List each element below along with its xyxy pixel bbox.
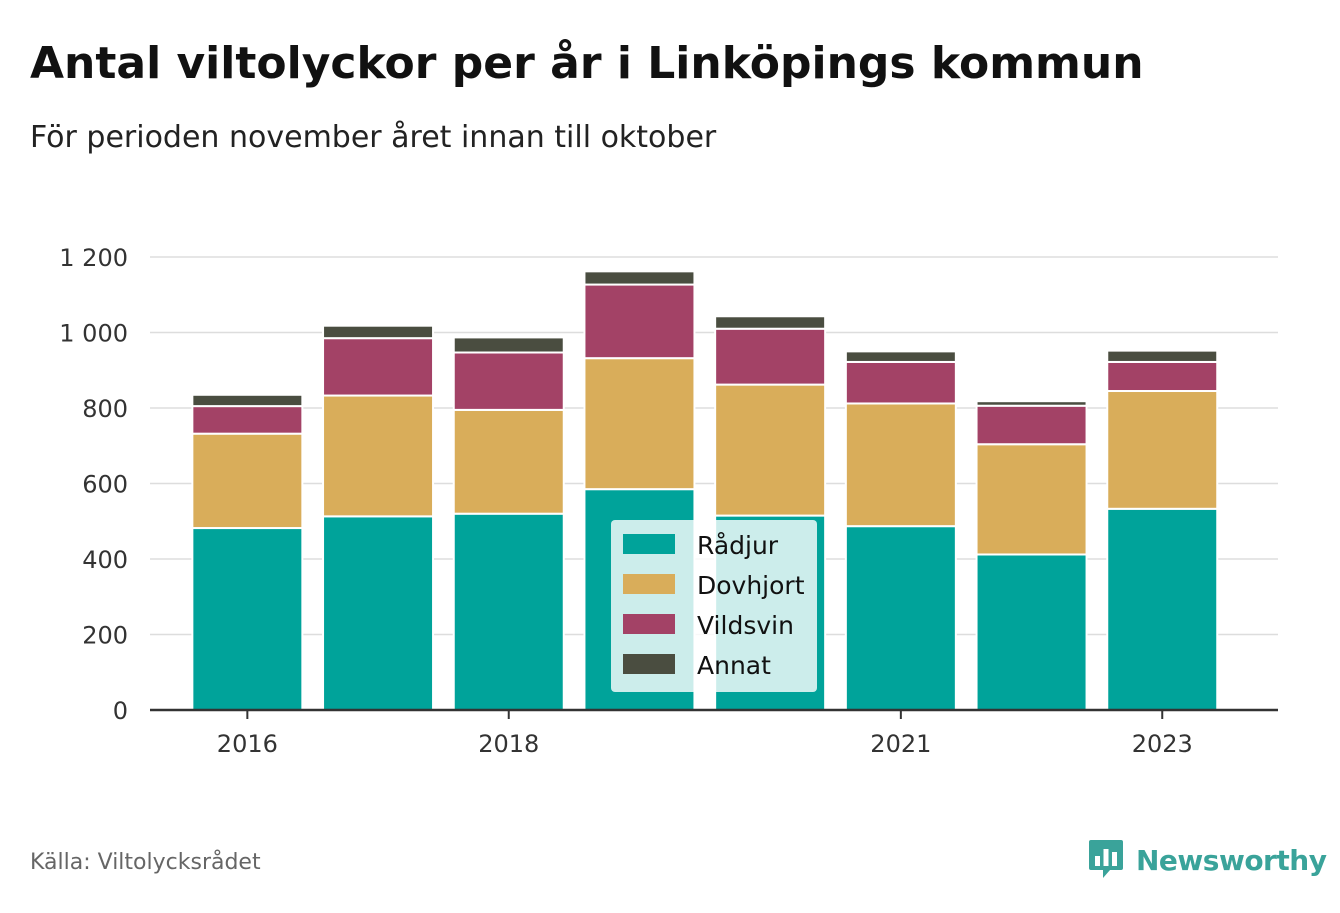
y-tick-label: 0 <box>113 697 128 725</box>
source-note: Källa: Viltolycksrådet <box>30 850 261 875</box>
bar-segment-vildsvin-2021 <box>844 360 957 405</box>
bar-segment-annat-2016 <box>191 393 304 408</box>
y-tick-label: 400 <box>82 546 128 574</box>
bar-segment-annat-2023 <box>1106 349 1219 363</box>
legend-box <box>611 520 817 692</box>
bar-segment-rådjur-2023 <box>1106 507 1219 712</box>
bar-segment-dovhjort-2021 <box>844 402 957 528</box>
x-axis-ticks: 2016 2018 2021 2023 <box>217 710 1193 758</box>
bar-segment-rådjur-2017 <box>322 515 435 712</box>
bar-segment-annat-2017 <box>322 324 435 340</box>
bar-segment-vildsvin-2017 <box>322 337 435 397</box>
y-tick-label: 1 200 <box>59 244 128 272</box>
bar-segment-rådjur-2016 <box>191 527 304 711</box>
brand-name: Newsworthy <box>1136 843 1327 877</box>
y-tick-label: 1 000 <box>59 320 128 348</box>
y-tick-label: 200 <box>82 622 128 650</box>
bar-segment-dovhjort-2023 <box>1106 390 1219 510</box>
bar-segment-dovhjort-2017 <box>322 394 435 518</box>
x-tick-label: 2021 <box>870 730 931 758</box>
bar-chart-speech-bubble-icon <box>1089 840 1123 878</box>
legend: Rådjur Dovhjort Vildsvin Annat <box>611 520 817 692</box>
bar-segment-annat-2022 <box>975 400 1088 407</box>
legend-label-annat: Annat <box>697 651 771 680</box>
bar-segment-dovhjort-2018 <box>452 408 565 515</box>
bar-segment-dovhjort-2022 <box>975 443 1088 556</box>
bar-segment-vildsvin-2023 <box>1106 360 1219 393</box>
legend-swatch-vildsvin <box>623 614 675 634</box>
y-axis-ticks: 0 200 400 600 800 1 000 1 200 <box>59 244 128 725</box>
y-tick-label: 600 <box>82 471 128 499</box>
chart-title: Antal viltolyckor per år i Linköpings ko… <box>30 38 1144 89</box>
bar-segment-annat-2019 <box>583 270 696 286</box>
bar-segment-dovhjort-2019 <box>583 357 696 491</box>
x-tick-label: 2016 <box>217 730 278 758</box>
bar-segment-dovhjort-2020 <box>714 383 827 517</box>
bar-segment-annat-2020 <box>714 315 827 330</box>
bar-segment-vildsvin-2022 <box>975 404 1088 446</box>
legend-swatch-rådjur <box>623 534 675 554</box>
legend-label-vildsvin: Vildsvin <box>697 611 794 640</box>
y-tick-label: 800 <box>82 395 128 423</box>
bar-segment-vildsvin-2020 <box>714 327 827 386</box>
x-tick-label: 2018 <box>478 730 539 758</box>
brand-logo: Newsworthy <box>1088 838 1327 882</box>
chart-subtitle: För perioden november året innan till ok… <box>30 120 717 155</box>
legend-swatch-annat <box>623 654 675 674</box>
bar-segment-dovhjort-2016 <box>191 432 304 530</box>
bar-segment-annat-2021 <box>844 350 957 363</box>
bar-segment-rådjur-2022 <box>975 553 1088 711</box>
legend-label-rådjur: Rådjur <box>697 531 779 560</box>
legend-swatch-dovhjort <box>623 574 675 594</box>
bar-segment-vildsvin-2018 <box>452 351 565 411</box>
bar-segment-vildsvin-2016 <box>191 405 304 435</box>
bar-segment-vildsvin-2019 <box>583 283 696 360</box>
bar-segment-rådjur-2018 <box>452 512 565 712</box>
bar-segment-annat-2018 <box>452 336 565 354</box>
x-tick-label: 2023 <box>1132 730 1193 758</box>
legend-label-dovhjort: Dovhjort <box>697 571 805 600</box>
bar-segment-rådjur-2021 <box>844 525 957 711</box>
